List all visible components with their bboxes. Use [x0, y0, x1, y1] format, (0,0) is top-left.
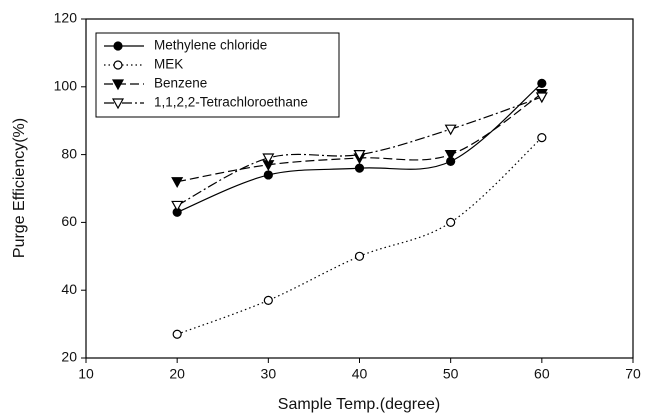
marker: [444, 124, 457, 136]
x-axis-title: Sample Temp.(degree): [278, 396, 440, 413]
y-tick-label: 80: [61, 145, 77, 161]
y-tick-label: 40: [61, 281, 77, 297]
x-tick-label: 60: [534, 366, 550, 382]
y-tick-label: 20: [61, 349, 77, 365]
x-tick-label: 50: [443, 366, 459, 382]
legend-label: Methylene chloride: [154, 38, 267, 53]
marker: [263, 295, 273, 305]
marker: [354, 163, 365, 173]
x-tick-label: 20: [169, 366, 185, 382]
legend-label: MEK: [154, 57, 183, 72]
marker: [353, 150, 366, 161]
legend: Methylene chloride MEK Benzene 1,1,2,2-Tetr…: [95, 32, 340, 118]
y-tick-label: 120: [54, 10, 78, 26]
marker: [537, 133, 547, 143]
x-tick-label: 30: [261, 366, 277, 382]
marker: [354, 251, 365, 261]
legend-marker: [113, 41, 123, 51]
marker: [537, 78, 547, 89]
legend-marker: [111, 79, 125, 91]
marker: [263, 170, 273, 180]
marker: [262, 153, 275, 165]
legend-label: Benzene: [154, 76, 207, 91]
marker: [172, 329, 182, 339]
x-tick-label: 70: [625, 366, 641, 382]
x-tick-label: 40: [352, 366, 368, 382]
y-tick-label: 100: [54, 78, 78, 94]
legend-marker: [113, 60, 123, 70]
x-tick-label: 10: [78, 366, 94, 382]
y-axis-title: Purge Efficiency(%): [11, 118, 28, 258]
y-tick-label: 60: [61, 213, 77, 229]
marker: [535, 92, 548, 104]
legend-label: 1,1,2,2-Tetrachloroethane: [154, 95, 308, 110]
marker: [444, 150, 457, 161]
marker: [446, 217, 456, 227]
legend-marker: [111, 98, 125, 110]
marker: [171, 177, 184, 188]
marker: [171, 200, 184, 212]
